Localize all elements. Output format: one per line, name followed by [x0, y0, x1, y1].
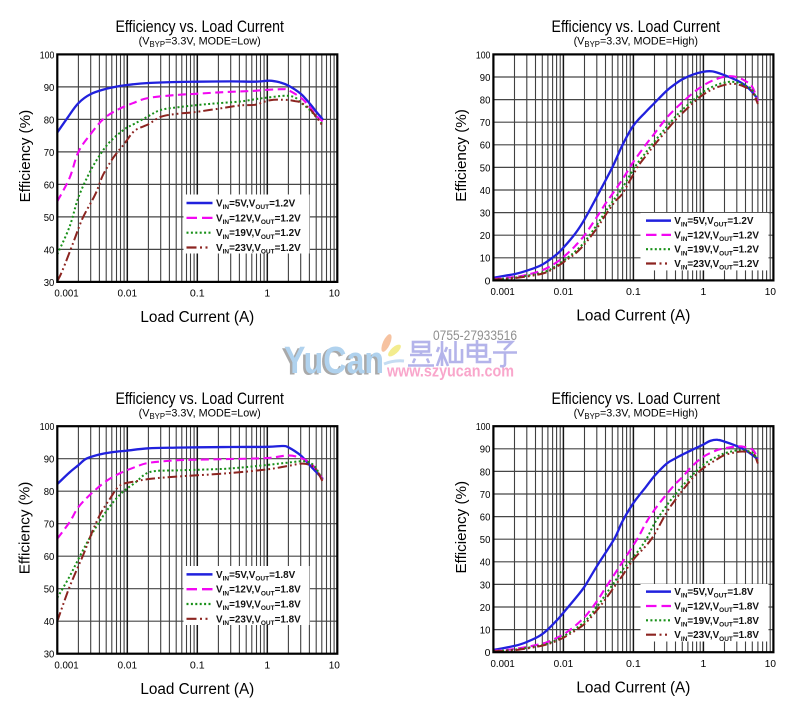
svg-text:1: 1: [264, 660, 270, 672]
svg-text:60: 60: [44, 551, 55, 563]
svg-text:0: 0: [485, 275, 491, 287]
svg-text:90: 90: [44, 454, 55, 466]
svg-text:80: 80: [44, 486, 55, 498]
svg-text:40: 40: [44, 244, 55, 256]
svg-text:0.1: 0.1: [626, 658, 641, 670]
svg-text:Efficiency (%): Efficiency (%): [453, 109, 470, 202]
svg-text:40: 40: [480, 185, 491, 197]
svg-text:VIN=5V,VOUT=1.8V: VIN=5V,VOUT=1.8V: [216, 570, 296, 583]
svg-text:0.001: 0.001: [491, 286, 515, 298]
svg-text:50: 50: [44, 584, 55, 596]
svg-text:Load Current (A): Load Current (A): [140, 309, 254, 326]
svg-text:100: 100: [476, 421, 491, 433]
svg-text:100: 100: [40, 49, 55, 61]
svg-text:70: 70: [44, 519, 55, 531]
svg-text:50: 50: [480, 534, 491, 546]
svg-text:VIN=12V,VOUT=1.8V: VIN=12V,VOUT=1.8V: [216, 585, 301, 598]
svg-text:VIN=5V,VOUT=1.8V: VIN=5V,VOUT=1.8V: [674, 587, 754, 600]
svg-text:0.01: 0.01: [554, 286, 574, 298]
svg-text:Load Current (A): Load Current (A): [576, 680, 690, 697]
svg-text:VIN=12V,VOUT=1.2V: VIN=12V,VOUT=1.2V: [674, 230, 759, 243]
svg-text:20: 20: [480, 602, 491, 614]
svg-text:1: 1: [264, 288, 270, 300]
svg-text:VIN=19V,VOUT=1.8V: VIN=19V,VOUT=1.8V: [216, 600, 301, 613]
svg-text:0.1: 0.1: [190, 660, 205, 672]
svg-text:Efficiency (%): Efficiency (%): [17, 110, 34, 203]
svg-text:60: 60: [480, 140, 491, 152]
svg-text:50: 50: [480, 162, 491, 174]
svg-text:70: 70: [480, 117, 491, 129]
svg-text:0.1: 0.1: [190, 288, 205, 300]
svg-text:80: 80: [44, 114, 55, 126]
svg-text:80: 80: [480, 95, 491, 107]
svg-text:90: 90: [44, 82, 55, 94]
svg-text:100: 100: [476, 49, 491, 61]
svg-text:Efficiency vs. Load Current: Efficiency vs. Load Current: [115, 390, 284, 408]
svg-text:0.001: 0.001: [491, 658, 515, 670]
svg-text:10: 10: [329, 660, 340, 672]
svg-text:VIN=23V,VOUT=1.8V: VIN=23V,VOUT=1.8V: [216, 614, 301, 627]
svg-text:0.01: 0.01: [554, 658, 574, 670]
svg-text:Load Current (A): Load Current (A): [576, 308, 690, 325]
svg-text:80: 80: [480, 466, 491, 478]
svg-text:VIN=19V,VOUT=1.8V: VIN=19V,VOUT=1.8V: [674, 616, 759, 629]
svg-text:0.001: 0.001: [54, 660, 78, 672]
svg-text:VIN=19V,VOUT=1.2V: VIN=19V,VOUT=1.2V: [216, 228, 301, 241]
svg-text:30: 30: [480, 579, 491, 591]
svg-text:10: 10: [329, 288, 340, 300]
svg-text:30: 30: [44, 649, 55, 661]
svg-text:Efficiency (%): Efficiency (%): [17, 482, 34, 575]
svg-text:30: 30: [44, 277, 55, 289]
svg-text:10: 10: [765, 658, 776, 670]
svg-text:60: 60: [480, 512, 491, 524]
svg-text:YuCan: YuCan: [284, 340, 384, 382]
svg-text:70: 70: [44, 147, 55, 159]
svg-text:YuCan: YuCan: [282, 342, 382, 384]
svg-text:60: 60: [44, 179, 55, 191]
svg-text:VIN=23V,VOUT=1.8V: VIN=23V,VOUT=1.8V: [674, 630, 759, 643]
svg-text:VIN=19V,VOUT=1.2V: VIN=19V,VOUT=1.2V: [674, 245, 759, 258]
svg-text:90: 90: [480, 444, 491, 456]
svg-text:10: 10: [765, 286, 776, 298]
svg-text:40: 40: [480, 557, 491, 569]
svg-text:0.01: 0.01: [118, 288, 138, 300]
svg-text:70: 70: [480, 489, 491, 501]
svg-text:50: 50: [44, 212, 55, 224]
svg-text:(VBYP=3.3V, MODE=Low): (VBYP=3.3V, MODE=Low): [139, 407, 261, 421]
svg-text:Efficiency vs. Load Current: Efficiency vs. Load Current: [115, 18, 284, 36]
svg-text:VIN=5V,VOUT=1.2V: VIN=5V,VOUT=1.2V: [216, 199, 296, 212]
svg-text:1: 1: [701, 658, 707, 670]
svg-text:Efficiency vs. Load Current: Efficiency vs. Load Current: [552, 18, 721, 36]
svg-text:90: 90: [480, 72, 491, 84]
svg-text:10: 10: [480, 625, 491, 637]
svg-text:30: 30: [480, 208, 491, 220]
svg-text:100: 100: [40, 421, 55, 433]
svg-text:20: 20: [480, 230, 491, 242]
svg-text:Efficiency (%): Efficiency (%): [453, 481, 470, 574]
svg-text:VIN=23V,VOUT=1.2V: VIN=23V,VOUT=1.2V: [674, 259, 759, 272]
svg-text:www.szyucan.com: www.szyucan.com: [386, 362, 514, 381]
svg-text:40: 40: [44, 616, 55, 628]
svg-text:0.001: 0.001: [54, 288, 78, 300]
svg-text:Load Current (A): Load Current (A): [140, 681, 254, 698]
svg-text:VIN=23V,VOUT=1.2V: VIN=23V,VOUT=1.2V: [216, 243, 301, 256]
svg-text:VIN=5V,VOUT=1.2V: VIN=5V,VOUT=1.2V: [674, 216, 754, 229]
svg-text:1: 1: [701, 286, 707, 298]
svg-text:VIN=12V,VOUT=1.2V: VIN=12V,VOUT=1.2V: [216, 213, 301, 226]
svg-text:10: 10: [480, 253, 491, 265]
svg-text:0.1: 0.1: [626, 286, 641, 298]
svg-text:Efficiency vs. Load Current: Efficiency vs. Load Current: [552, 390, 721, 408]
svg-text:0: 0: [485, 647, 491, 659]
svg-text:(VBYP=3.3V, MODE=Low): (VBYP=3.3V, MODE=Low): [139, 36, 261, 50]
svg-text:VIN=12V,VOUT=1.8V: VIN=12V,VOUT=1.8V: [674, 602, 759, 615]
svg-text:0.01: 0.01: [118, 660, 138, 672]
svg-text:0755-27933516: 0755-27933516: [433, 328, 517, 343]
svg-text:(VBYP=3.3V, MODE=High): (VBYP=3.3V, MODE=High): [574, 36, 698, 50]
svg-text:(VBYP=3.3V, MODE=High): (VBYP=3.3V, MODE=High): [574, 407, 698, 421]
